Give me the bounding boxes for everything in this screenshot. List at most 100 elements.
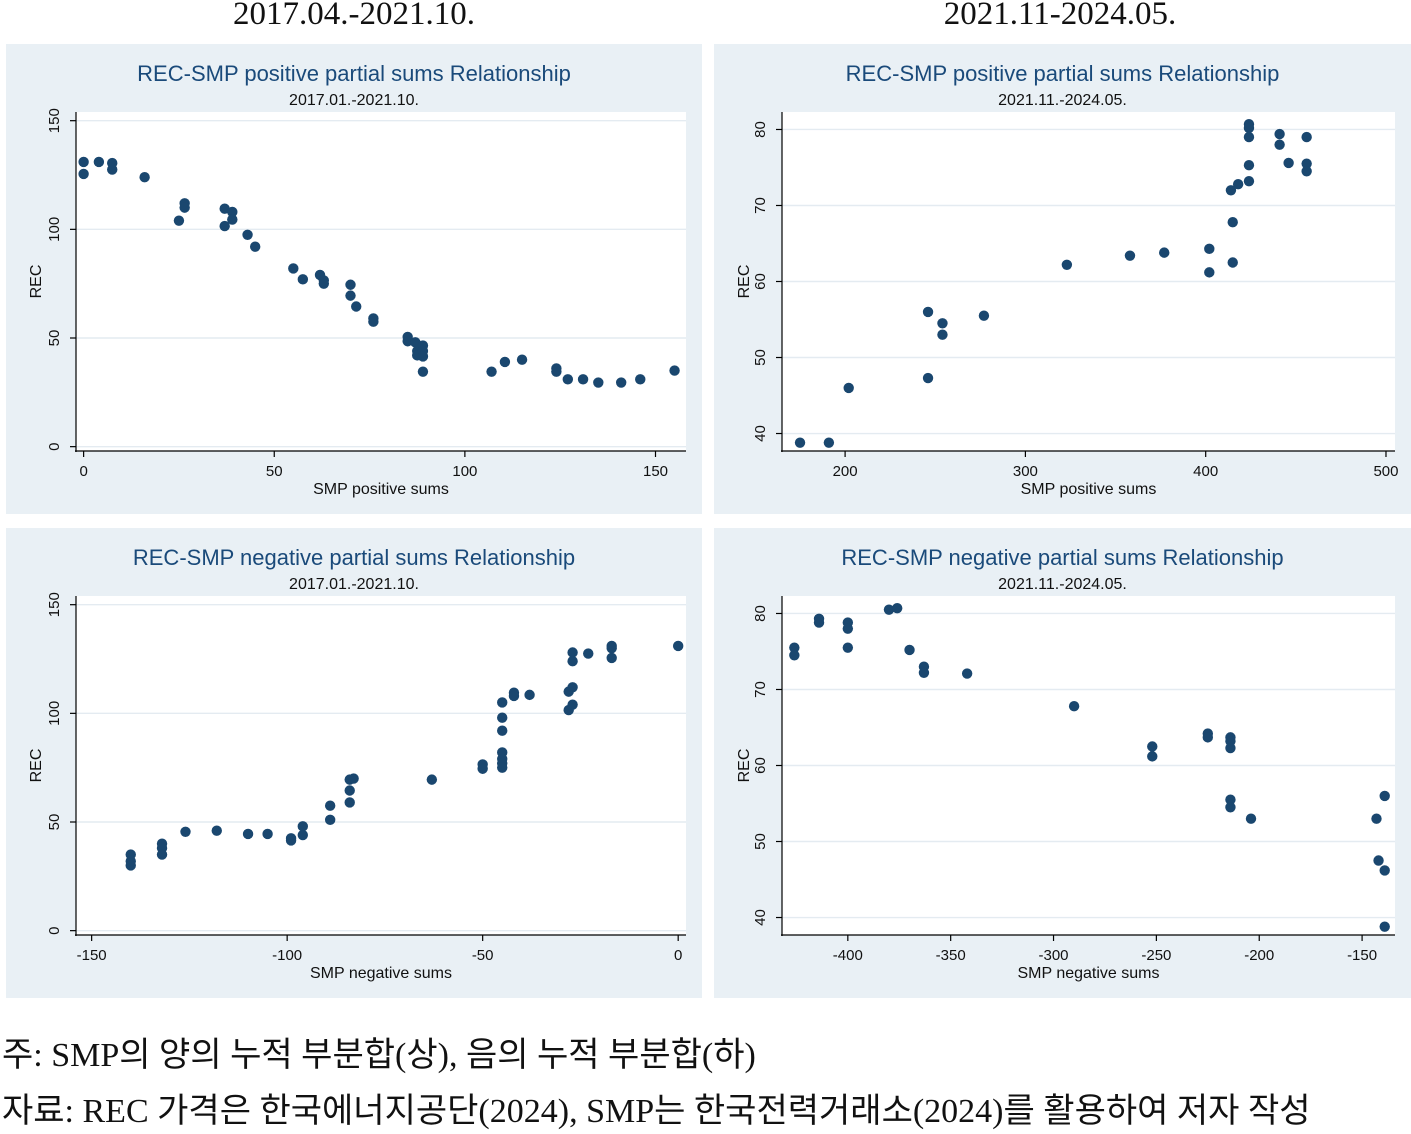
- scatter-point: [567, 682, 578, 693]
- scatter-chart-positive-2017-2021: 0 50 100 150 0 50 100 150 REC-SMP positive parti…: [28, 61, 686, 498]
- y-tick-label: 50: [752, 349, 769, 366]
- x-tick-label: 150: [643, 463, 668, 480]
- scatter-point: [1225, 794, 1236, 805]
- chart-subtitle: 2017.01.-2021.10.: [289, 576, 419, 593]
- y-tick-label: 0: [46, 442, 63, 450]
- y-tick-label: 80: [752, 121, 769, 138]
- scatter-point: [961, 668, 973, 679]
- scatter-point: [242, 229, 253, 240]
- scatter-point: [794, 437, 806, 448]
- chart-panel-negative-2021-2024: 40 50 60 70 80 -400 -350 -300 -250 -200 -150 REC-SM…: [714, 528, 1411, 998]
- scatter-point: [1225, 742, 1236, 754]
- scatter-point: [1243, 175, 1255, 187]
- scatter-point: [351, 301, 362, 312]
- x-tick-label: -150: [77, 947, 107, 964]
- scatter-chart-positive-2021-2024: 40 50 60 70 80 200 300 400 500 REC-SMP positive p…: [736, 61, 1399, 498]
- scatter-point: [524, 689, 535, 701]
- scatter-point: [823, 437, 835, 448]
- scatter-point: [156, 849, 168, 860]
- scatter-point: [402, 336, 413, 347]
- x-tick-label: -300: [1039, 947, 1069, 964]
- x-tick-label: 200: [833, 463, 858, 480]
- y-tick-label: 50: [46, 814, 63, 831]
- scatter-point: [368, 316, 379, 327]
- scatter-point: [593, 377, 604, 388]
- scatter-point: [789, 650, 800, 661]
- scatter-point: [179, 202, 190, 213]
- x-axis-title: SMP negative sums: [310, 965, 452, 982]
- y-tick-label: 60: [752, 273, 769, 290]
- scatter-point: [211, 825, 222, 836]
- chart-subtitle: 2017.01.-2021.10.: [289, 92, 419, 109]
- scatter-point: [1243, 160, 1255, 171]
- scatter-point: [842, 642, 854, 653]
- scatter-point: [1373, 855, 1384, 866]
- scatter-point: [508, 690, 520, 702]
- scatter-point: [577, 374, 589, 385]
- scatter-point: [345, 290, 356, 301]
- scatter-point: [1301, 131, 1312, 143]
- scatter-point: [1159, 247, 1170, 258]
- chart-panel-positive-2021-2024: 40 50 60 70 80 200 300 400 500 REC-SMP positive p…: [714, 44, 1411, 514]
- x-tick-label: 400: [1193, 463, 1218, 480]
- scatter-point: [978, 310, 990, 321]
- scatter-point: [562, 374, 574, 385]
- chart-subtitle: 2021.11.-2024.05.: [998, 92, 1127, 109]
- y-tick-label: 150: [46, 108, 63, 133]
- x-tick-label: 0: [674, 947, 682, 964]
- scatter-point: [1379, 865, 1390, 876]
- footnote-note: 주: SMP의 양의 누적 부분합(상), 음의 누적 부분합(하): [2, 1037, 756, 1074]
- scatter-point: [497, 725, 508, 736]
- scatter-point: [672, 640, 684, 652]
- y-tick-label: 80: [752, 605, 769, 622]
- scatter-point: [297, 821, 308, 832]
- scatter-point: [139, 171, 150, 183]
- y-tick-label: 150: [46, 592, 63, 617]
- x-tick-label: -200: [1244, 947, 1274, 964]
- footnote-source: 자료: REC 가격은 한국에너지공단(2024), SMP는 한국전력거래소(…: [2, 1093, 1311, 1130]
- chart-panel-negative-2017-2021: 0 50 100 150 -150 -100 -50 0 REC-SMP negative pa…: [6, 528, 702, 998]
- scatter-point: [1204, 267, 1215, 278]
- scatter-point: [1283, 157, 1294, 169]
- x-axis-title: SMP negative sums: [1018, 965, 1160, 982]
- scatter-point: [288, 263, 299, 274]
- scatter-point: [1227, 217, 1238, 228]
- scatter-point: [345, 279, 356, 290]
- plot-area: [76, 596, 686, 935]
- scatter-point: [78, 156, 89, 168]
- scatter-point: [883, 604, 895, 615]
- scatter-point: [1202, 732, 1214, 743]
- y-tick-label: 60: [752, 757, 769, 774]
- scatter-point: [891, 602, 903, 614]
- y-tick-label: 40: [752, 425, 769, 442]
- scatter-point: [1225, 185, 1237, 196]
- x-tick-label: -400: [833, 947, 863, 964]
- y-tick-label: 70: [752, 681, 769, 698]
- scatter-point: [426, 774, 438, 785]
- x-tick-label: -100: [272, 947, 302, 964]
- scatter-point: [348, 773, 359, 784]
- scatter-point: [1147, 741, 1158, 752]
- scatter-point: [567, 655, 578, 667]
- scatter-point: [497, 712, 508, 723]
- scatter-point: [93, 156, 105, 168]
- scatter-point: [344, 797, 355, 808]
- chart-title: REC-SMP negative partial sums Relationsh…: [133, 545, 575, 570]
- x-tick-label: 500: [1373, 463, 1398, 480]
- chart-title: REC-SMP positive partial sums Relationsh…: [846, 61, 1280, 86]
- scatter-point: [813, 617, 825, 628]
- scatter-point: [219, 220, 230, 232]
- scatter-point: [606, 642, 617, 654]
- chart-panel-positive-2017-2021: 0 50 100 150 0 50 100 150 REC-SMP positive parti…: [6, 44, 702, 514]
- scatter-point: [324, 814, 336, 826]
- scatter-point: [1225, 802, 1236, 813]
- chart-title: REC-SMP positive partial sums Relationsh…: [137, 61, 571, 86]
- x-tick-label: -350: [936, 947, 966, 964]
- x-axis-title: SMP positive sums: [1021, 481, 1157, 498]
- scatter-point: [1061, 259, 1073, 270]
- scatter-point: [1301, 158, 1312, 169]
- scatter-point: [297, 829, 308, 841]
- scatter-point: [1147, 751, 1158, 762]
- y-tick-label: 40: [752, 909, 769, 926]
- scatter-point: [1245, 813, 1257, 824]
